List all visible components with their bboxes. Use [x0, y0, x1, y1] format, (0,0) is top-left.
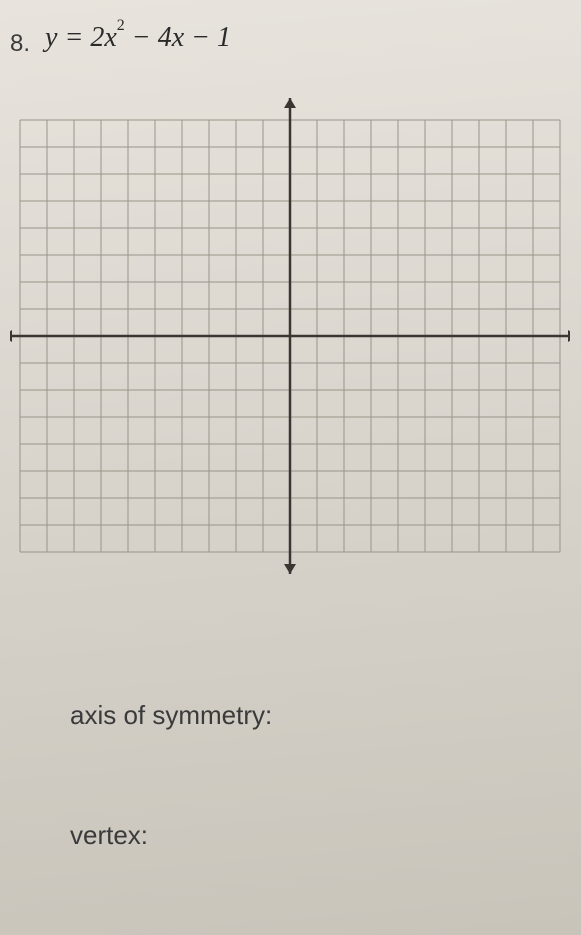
equation-coef1: 2 — [90, 22, 104, 53]
equation-var2: x — [172, 22, 184, 53]
problem-number: 8. — [10, 30, 30, 58]
equation-lhs: y — [45, 22, 57, 53]
equation-var1: x — [104, 22, 116, 53]
equation-equals: = — [57, 22, 90, 53]
equation-op1: − — [125, 22, 158, 53]
equation-exponent: 2 — [117, 17, 125, 34]
axis-of-symmetry-label: axis of symmetry: — [70, 700, 272, 731]
coordinate-grid — [10, 90, 570, 600]
equation: y = 2x2 − 4x − 1 — [45, 22, 231, 54]
equation-const: 1 — [217, 22, 231, 53]
grid-svg — [10, 90, 570, 600]
equation-coef2: 4 — [158, 22, 172, 53]
vertex-label: vertex: — [70, 820, 148, 851]
equation-op2: − — [184, 22, 217, 53]
